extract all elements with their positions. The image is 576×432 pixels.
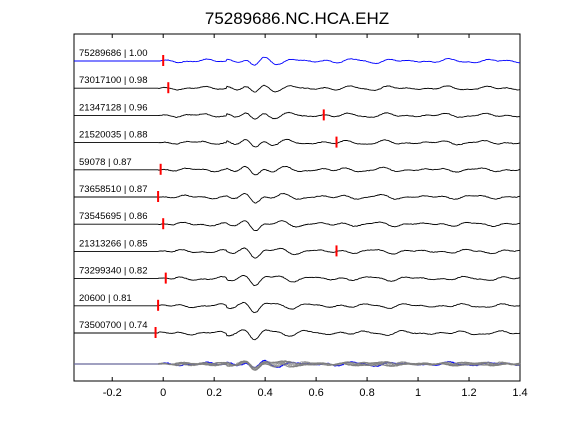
trace-label: 20600 | 0.81: [79, 293, 132, 304]
x-axis: -0.2 0 0.2 0.4 0.6 0.8 1 1.2 1.4: [103, 34, 528, 399]
trace-waveform: [74, 220, 521, 232]
x-tick-label: 0.6: [308, 387, 323, 399]
trace-label: 73658510 | 0.87: [79, 184, 148, 195]
trace-waveform: [74, 247, 521, 259]
trace-waveform: [74, 192, 521, 204]
trace-waveform: [74, 111, 521, 120]
x-tick-label: 1: [415, 387, 421, 399]
chart-title: 75289686.NC.HCA.EHZ: [205, 9, 389, 28]
x-tick-label: 0.8: [359, 387, 374, 399]
trace-label: 73017100 | 0.98: [79, 75, 148, 86]
x-tick-label: 1.4: [512, 387, 527, 399]
trace-label: 73299340 | 0.82: [79, 266, 148, 277]
x-tick-label: 0: [160, 387, 166, 399]
plot-area: [73, 33, 521, 382]
trace-waveform: [74, 138, 520, 148]
overlay-stack: [74, 359, 521, 371]
trace-label: 73500700 | 0.74: [79, 320, 148, 331]
trace-label: 75289686 | 1.00: [79, 48, 148, 59]
trace-label: 21347128 | 0.96: [79, 102, 148, 113]
trace-waveform: [74, 56, 521, 66]
trace-waveform: [74, 84, 521, 93]
trace-label: 21313266 | 0.85: [79, 238, 148, 249]
stack-waveform: [74, 360, 521, 371]
x-tick-label: 0.2: [207, 387, 222, 399]
trace-waveform: [74, 275, 520, 287]
trace-label: 73545695 | 0.86: [79, 211, 148, 222]
x-tick-label: -0.2: [103, 387, 122, 399]
traces-group: 75289686 | 1.00 73017100 | 0.98 21347128 |…: [74, 48, 521, 341]
x-tick-label: 0.4: [257, 387, 272, 399]
trace-label: 59078 | 0.87: [79, 157, 132, 168]
trace-label: 21520035 | 0.88: [79, 130, 148, 141]
trace-waveform: [74, 301, 521, 314]
x-tick-label: 1.2: [461, 387, 476, 399]
trace-waveform: [74, 165, 521, 176]
trace-waveform: [74, 329, 521, 341]
